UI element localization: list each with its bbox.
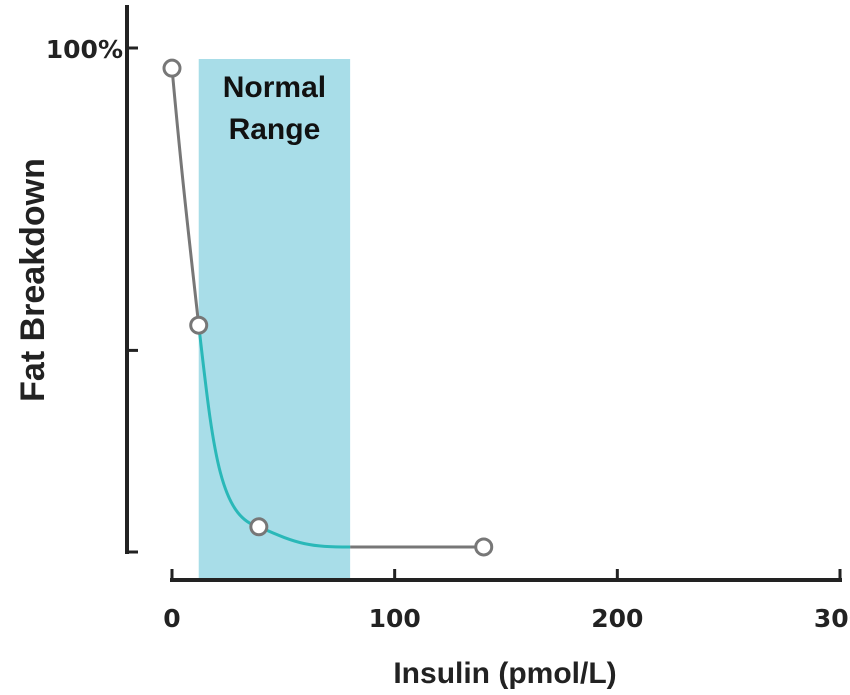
data-point [189,315,209,335]
normal-range-label-line-1: Normal [223,71,326,104]
data-point [474,537,494,557]
series-line-teal [197,325,351,549]
y-axis-title: Fat Breakdown [14,158,52,402]
x-axis-title: Insulin (pmol/L) [393,657,616,690]
y-tick-label: 100% [46,35,123,64]
x-tick-label: 300 [814,604,850,633]
x-tick-label: 100 [369,604,421,633]
x-tick-label: 200 [591,604,643,633]
data-point [162,58,182,78]
series-line-gray [170,68,484,549]
x-tick-label: 0 [163,604,180,633]
normal-range-label-line-2: Range [229,113,321,146]
data-point [249,517,269,537]
normal-range-band [198,59,351,580]
